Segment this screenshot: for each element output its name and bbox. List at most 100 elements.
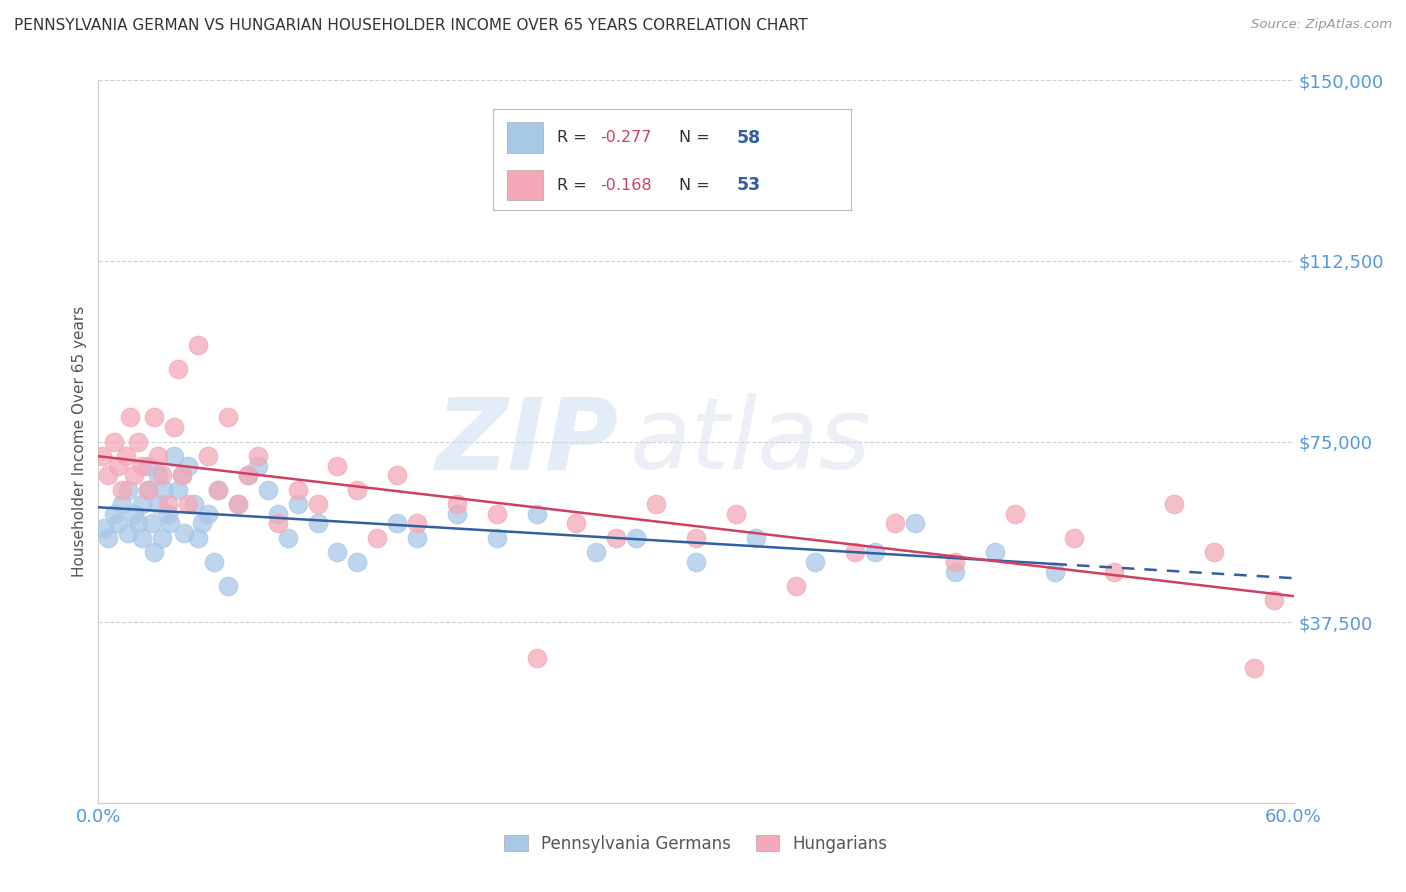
Point: [406, 531, 429, 545]
Point: [724, 507, 747, 521]
Point: [131, 458, 153, 473]
Point: [267, 507, 290, 521]
Point: [131, 531, 153, 545]
Point: [124, 468, 146, 483]
Text: atlas: atlas: [630, 393, 872, 490]
Point: [1263, 593, 1285, 607]
Point: [1063, 531, 1085, 545]
Point: [685, 531, 707, 545]
Point: [148, 468, 170, 483]
Point: [226, 497, 249, 511]
Point: [984, 545, 1007, 559]
Point: [157, 497, 180, 511]
Point: [565, 516, 588, 531]
Text: ZIP: ZIP: [436, 393, 619, 490]
Point: [1243, 661, 1265, 675]
Point: [685, 555, 707, 569]
Point: [172, 468, 194, 483]
Point: [148, 449, 170, 463]
Point: [626, 531, 648, 545]
Point: [226, 497, 249, 511]
Point: [884, 516, 907, 531]
Point: [107, 516, 129, 531]
Point: [167, 362, 190, 376]
Point: [256, 483, 278, 497]
Legend: Pennsylvania Germans, Hungarians: Pennsylvania Germans, Hungarians: [498, 828, 894, 860]
Point: [197, 507, 219, 521]
Point: [236, 468, 259, 483]
Point: [485, 531, 508, 545]
Point: [366, 531, 388, 545]
Point: [141, 516, 163, 531]
Point: [307, 497, 329, 511]
Point: [202, 555, 225, 569]
Point: [150, 531, 173, 545]
Point: [526, 651, 548, 665]
Point: [865, 545, 887, 559]
Point: [446, 507, 468, 521]
Point: [111, 483, 134, 497]
Point: [287, 497, 309, 511]
Point: [326, 458, 349, 473]
Point: [605, 531, 627, 545]
Point: [277, 531, 299, 545]
Point: [136, 458, 159, 473]
Point: [150, 468, 173, 483]
Point: [167, 483, 190, 497]
Point: [127, 516, 149, 531]
Point: [1004, 507, 1026, 521]
Point: [267, 516, 290, 531]
Point: [183, 497, 205, 511]
Point: [187, 531, 209, 545]
Point: [103, 507, 125, 521]
Point: [148, 497, 170, 511]
Point: [1163, 497, 1185, 511]
Point: [143, 410, 166, 425]
Point: [326, 545, 349, 559]
Point: [177, 458, 200, 473]
Point: [446, 497, 468, 511]
Point: [904, 516, 927, 531]
Point: [111, 497, 134, 511]
Point: [217, 410, 239, 425]
Text: PENNSYLVANIA GERMAN VS HUNGARIAN HOUSEHOLDER INCOME OVER 65 YEARS CORRELATION CH: PENNSYLVANIA GERMAN VS HUNGARIAN HOUSEHO…: [14, 18, 807, 33]
Point: [246, 449, 269, 463]
Point: [103, 434, 125, 449]
Point: [943, 555, 966, 569]
Point: [163, 449, 186, 463]
Point: [485, 507, 508, 521]
Point: [307, 516, 329, 531]
Point: [187, 338, 209, 352]
Point: [346, 483, 368, 497]
Point: [804, 555, 827, 569]
Point: [526, 507, 548, 521]
Point: [645, 497, 668, 511]
Point: [117, 526, 139, 541]
Point: [117, 483, 139, 497]
Text: Source: ZipAtlas.com: Source: ZipAtlas.com: [1251, 18, 1392, 31]
Point: [1043, 565, 1066, 579]
Point: [287, 483, 309, 497]
Point: [1202, 545, 1225, 559]
Point: [844, 545, 866, 559]
Point: [385, 516, 409, 531]
Point: [120, 410, 142, 425]
Point: [157, 507, 180, 521]
Point: [163, 420, 186, 434]
Point: [93, 521, 115, 535]
Point: [143, 545, 166, 559]
Point: [217, 579, 239, 593]
Point: [207, 483, 229, 497]
Point: [585, 545, 607, 559]
Point: [197, 449, 219, 463]
Point: [107, 458, 129, 473]
Point: [127, 434, 149, 449]
Point: [745, 531, 768, 545]
Point: [159, 516, 181, 531]
Point: [153, 483, 176, 497]
Y-axis label: Householder Income Over 65 years: Householder Income Over 65 years: [72, 306, 87, 577]
Point: [943, 565, 966, 579]
Point: [136, 483, 159, 497]
Point: [91, 449, 114, 463]
Point: [136, 483, 159, 497]
